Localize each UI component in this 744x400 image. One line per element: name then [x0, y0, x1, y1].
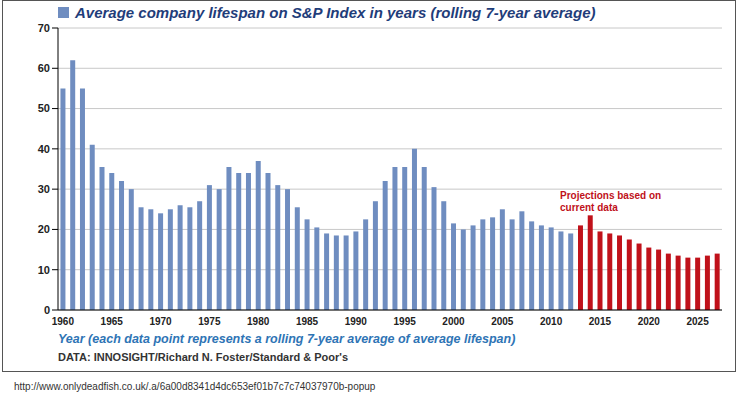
svg-text:10: 10 [38, 264, 50, 276]
svg-text:2005: 2005 [491, 316, 514, 327]
svg-text:1970: 1970 [149, 316, 172, 327]
svg-text:2000: 2000 [442, 316, 465, 327]
html-text:http://www.onlydeadfish.co.uk/: http://www.onlydeadfish.co.uk/.a/6a00d83… [14, 381, 376, 392]
svg-text:70: 70 [38, 22, 50, 34]
html-text:Average company lifespan on S&: Average company lifespan on S&P Index in… [75, 4, 596, 21]
svg-text:2020: 2020 [638, 316, 661, 327]
svg-text:2025: 2025 [686, 316, 709, 327]
svg-text:1975: 1975 [198, 316, 221, 327]
svg-text:1965: 1965 [101, 316, 124, 327]
svg-text:0: 0 [44, 304, 50, 316]
svg-text:1995: 1995 [394, 316, 417, 327]
svg-text:1980: 1980 [247, 316, 270, 327]
html-text:Projections based on current d: Projections based on current data [560, 190, 662, 213]
svg-text:1990: 1990 [345, 316, 368, 327]
svg-text:50: 50 [38, 102, 50, 114]
svg-text:1985: 1985 [296, 316, 319, 327]
svg-text:30: 30 [38, 183, 50, 195]
svg-text:60: 60 [38, 62, 50, 74]
svg-text:2015: 2015 [589, 316, 612, 327]
svg-text:2010: 2010 [540, 316, 563, 327]
svg-text:40: 40 [38, 143, 50, 155]
html-text:Year (each data point represen: Year (each data point represents a rolli… [58, 332, 516, 346]
svg-text:20: 20 [38, 223, 50, 235]
svg-text:1960: 1960 [52, 316, 75, 327]
html-text:DATA: INNOSIGHT/Richard N. Fos: DATA: INNOSIGHT/Richard N. Foster/Standa… [58, 351, 349, 363]
